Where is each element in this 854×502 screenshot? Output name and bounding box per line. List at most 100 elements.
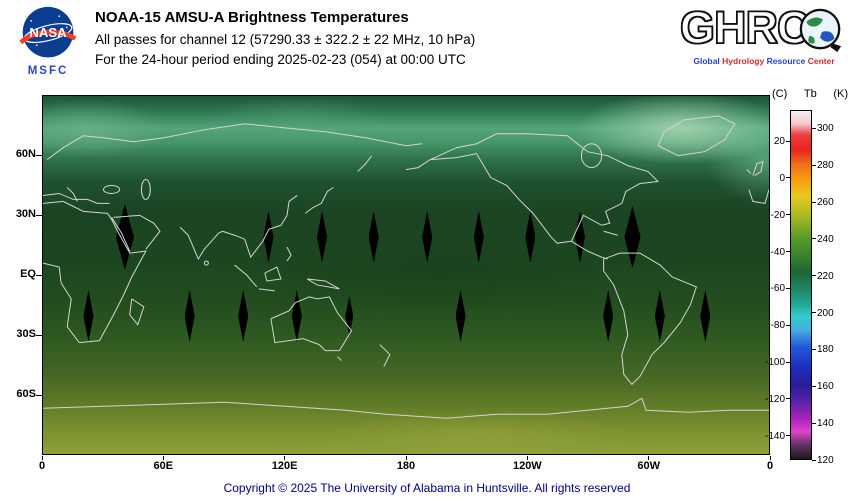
- colorbar-kelvin-label: 160: [817, 381, 834, 393]
- lat-tick-label: 30S: [16, 328, 36, 340]
- colorbar-celsius-label: 0: [779, 172, 785, 184]
- copyright-text: Copyright © 2025 The University of Alaba…: [223, 481, 631, 495]
- data-gap-marker: [238, 290, 249, 342]
- lat-tick-mark: [36, 394, 42, 396]
- lat-tick-label: 60S: [16, 388, 36, 400]
- colorbar-kelvin-label: 280: [817, 160, 834, 172]
- colorbar-kelvin-label: 260: [817, 197, 834, 209]
- sri-lanka: [204, 261, 208, 265]
- data-gap-marker: [455, 290, 466, 342]
- data-gap-marker: [624, 206, 641, 268]
- colorbar-kelvin-label: 120: [817, 455, 834, 466]
- data-gap-marker: [603, 290, 614, 342]
- ghrc-tagline-word: Global: [693, 56, 720, 66]
- ghrc-tagline-word: Center: [807, 56, 835, 66]
- star-dot: [35, 44, 38, 47]
- colorbar-celsius-label: -140: [764, 430, 785, 442]
- nasa-wordmark: NASA: [29, 25, 67, 40]
- page-title: NOAA-15 AMSU-A Brightness Temperatures: [95, 9, 409, 26]
- ghrc-tagline-word: Resource: [766, 56, 806, 66]
- lon-tick-mark: [526, 456, 528, 460]
- lon-tick-mark: [162, 456, 164, 460]
- colorbar-tick-mark: [786, 361, 790, 363]
- lon-tick-label: 60E: [153, 460, 174, 472]
- coastline-south-america: [604, 253, 697, 384]
- colorbar-celsius-label: -40: [770, 246, 785, 258]
- colorbar-tick-mark: [786, 287, 790, 289]
- globe-land: [806, 17, 823, 27]
- colorbar-celsius-label: 20: [773, 136, 785, 148]
- coastline-south-asia: [180, 156, 372, 259]
- coastline-eurasia: [43, 124, 422, 204]
- data-gap-marker: [473, 211, 484, 263]
- colorbar-tick-mark: [786, 324, 790, 326]
- globe-land: [808, 35, 815, 44]
- ghrc-wordmark: GHRC: [679, 1, 848, 54]
- star-dot: [58, 15, 61, 18]
- coastlines-layer: [43, 96, 769, 454]
- lon-tick-label: 0: [766, 460, 774, 472]
- colorbar-celsius-label: -60: [770, 283, 785, 295]
- data-gap-marker: [291, 290, 302, 342]
- colorbar-title: (C) Tb (K): [772, 88, 848, 100]
- colorbar-tick-mark: [812, 164, 816, 166]
- colorbar-tick-mark: [786, 214, 790, 216]
- data-gap-marker: [263, 211, 274, 263]
- colorbar-kelvin-label: 240: [817, 233, 834, 245]
- msfc-label: MSFC: [27, 65, 69, 77]
- globe-land: [820, 31, 835, 42]
- channel-subtitle: All passes for channel 12 (57290.33 ± 32…: [95, 32, 476, 47]
- globe-circle: [799, 8, 841, 50]
- data-gap-marker: [422, 211, 433, 263]
- coastline-indonesia: [235, 247, 340, 291]
- title-block: NOAA-15 AMSU-A Brightness Temperatures A…: [95, 9, 475, 72]
- map-area: [42, 95, 770, 455]
- hudson-bay: [581, 144, 601, 168]
- lon-tick-label: 120E: [271, 460, 298, 472]
- lon-tick-mark: [769, 456, 771, 460]
- colorbar-tick-mark: [812, 348, 816, 350]
- data-gap-marker: [700, 290, 711, 342]
- lon-tick-label: 0: [38, 460, 46, 472]
- colorbar-kelvin-label: 180: [817, 344, 834, 356]
- colorbar-tick-mark: [786, 435, 790, 437]
- colorbar-kelvin-label: 200: [817, 307, 834, 319]
- coastline-north-america: [406, 116, 735, 259]
- lat-tick-mark: [36, 274, 42, 276]
- data-gap-marker: [317, 211, 328, 263]
- nasa-meatball-icon: NASA: [19, 6, 77, 58]
- coastline-australia-nz: [271, 297, 390, 367]
- footer: Copyright © 2025 The University of Alaba…: [0, 481, 854, 495]
- colorbar-tb-label: Tb: [803, 88, 817, 100]
- colorbar-celsius-label: -100: [764, 357, 785, 369]
- red-swoosh: [19, 29, 77, 45]
- data-gap-marker: [83, 290, 94, 342]
- nasa-logo: NASA MSFC: [12, 4, 84, 77]
- caspian-sea: [141, 180, 150, 200]
- lat-tick-mark: [36, 154, 42, 156]
- lat-tick-mark: [36, 214, 42, 216]
- black-sea: [104, 186, 120, 194]
- colorbar-tick-mark: [812, 422, 816, 424]
- lon-tick-mark: [41, 456, 43, 460]
- colorbar-tick-mark: [812, 201, 816, 203]
- lon-tick-label: 180: [396, 460, 416, 472]
- lon-tick-label: 60W: [637, 460, 660, 472]
- colorbar-tick-mark: [812, 127, 816, 129]
- lon-tick-label: 120W: [512, 460, 542, 472]
- lat-tick-mark: [36, 334, 42, 336]
- star-dot: [65, 26, 68, 29]
- colorbar-tick-mark: [812, 312, 816, 314]
- colorbar-tick-mark: [812, 459, 816, 461]
- colorbar: [790, 110, 812, 460]
- colorbar-kelvin-label: 300: [817, 123, 834, 135]
- ghrc-logo: GHRC Global Hydrology Resource Center: [679, 1, 848, 66]
- lat-tick-label: EQ: [20, 268, 36, 280]
- period-subtitle: For the 24-hour period ending 2025-02-23…: [95, 52, 466, 67]
- colorbar-celsius-label: -20: [770, 209, 785, 221]
- colorbar-tick-mark: [812, 238, 816, 240]
- colorbar-tick-mark: [786, 140, 790, 142]
- ghrc-tagline-word: Hydrology: [722, 56, 765, 66]
- colorbar-tick-mark: [812, 275, 816, 277]
